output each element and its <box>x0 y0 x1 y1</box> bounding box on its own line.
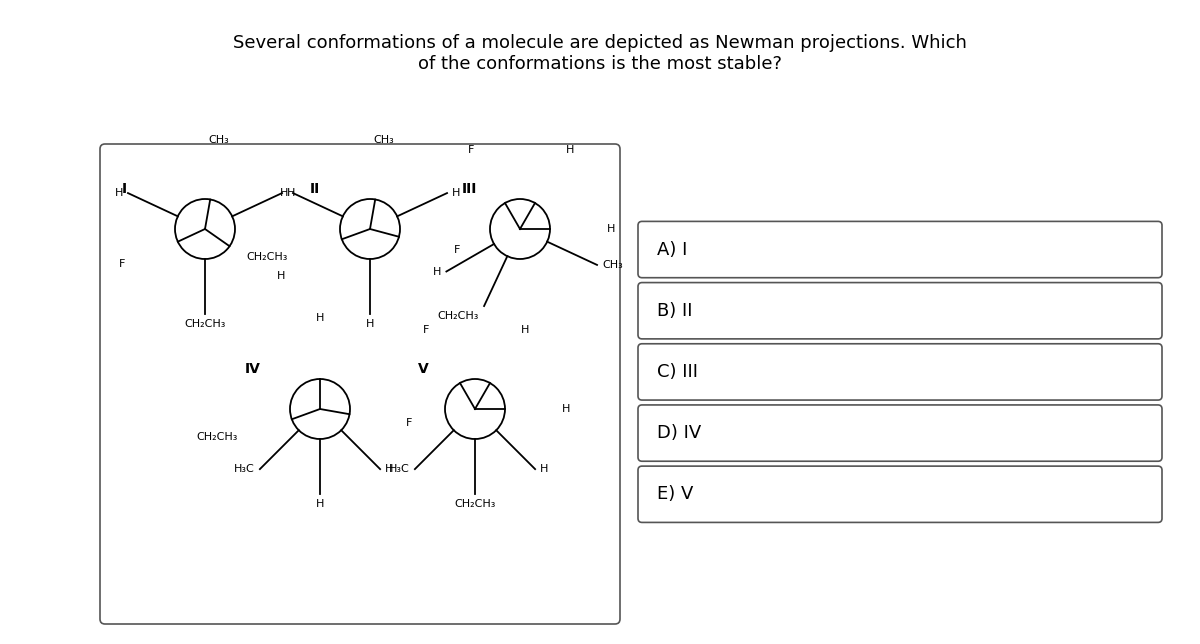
Text: I: I <box>122 182 127 196</box>
Text: H₃C: H₃C <box>389 464 410 474</box>
Text: E) V: E) V <box>658 486 694 503</box>
Text: Several conformations of a molecule are depicted as Newman projections. Which
of: Several conformations of a molecule are … <box>233 34 967 73</box>
Text: F: F <box>468 145 474 155</box>
Text: C) III: C) III <box>658 363 698 381</box>
Text: H: H <box>562 404 570 414</box>
Text: H: H <box>566 145 575 155</box>
Text: H: H <box>433 267 442 276</box>
Text: A) I: A) I <box>658 241 688 258</box>
Text: CH₂CH₃: CH₂CH₃ <box>455 499 496 509</box>
FancyBboxPatch shape <box>100 144 620 624</box>
Text: III: III <box>462 182 478 196</box>
Text: F: F <box>406 418 412 428</box>
Text: CH₂CH₃: CH₂CH₃ <box>197 432 238 442</box>
Text: H: H <box>114 188 122 198</box>
Text: H: H <box>521 325 529 335</box>
Text: CH₂CH₃: CH₂CH₃ <box>246 252 288 262</box>
FancyBboxPatch shape <box>638 405 1162 461</box>
Text: II: II <box>310 182 320 196</box>
Text: CH₂CH₃: CH₂CH₃ <box>185 319 226 329</box>
Text: H: H <box>366 319 374 329</box>
Text: IV: IV <box>245 362 260 376</box>
Text: H: H <box>280 188 288 198</box>
Text: CH₂CH₃: CH₂CH₃ <box>438 311 479 321</box>
Text: H: H <box>287 188 295 198</box>
Text: H: H <box>316 499 324 509</box>
Text: H₃C: H₃C <box>234 464 254 474</box>
Text: V: V <box>418 362 428 376</box>
Text: H: H <box>385 464 394 474</box>
Text: B) II: B) II <box>658 302 692 319</box>
FancyBboxPatch shape <box>638 466 1162 522</box>
FancyBboxPatch shape <box>638 222 1162 278</box>
Text: H: H <box>607 224 616 234</box>
Text: CH₃: CH₃ <box>602 260 623 270</box>
FancyBboxPatch shape <box>638 283 1162 339</box>
Text: H: H <box>540 464 548 474</box>
Text: F: F <box>455 245 461 255</box>
Text: F: F <box>119 259 126 269</box>
Text: H: H <box>316 313 324 323</box>
Text: CH₃: CH₃ <box>209 135 229 146</box>
Text: H: H <box>277 271 286 281</box>
FancyBboxPatch shape <box>638 344 1162 400</box>
Text: CH₃: CH₃ <box>374 135 395 146</box>
Text: F: F <box>422 325 430 335</box>
Text: H: H <box>452 188 461 198</box>
Text: D) IV: D) IV <box>658 424 701 442</box>
